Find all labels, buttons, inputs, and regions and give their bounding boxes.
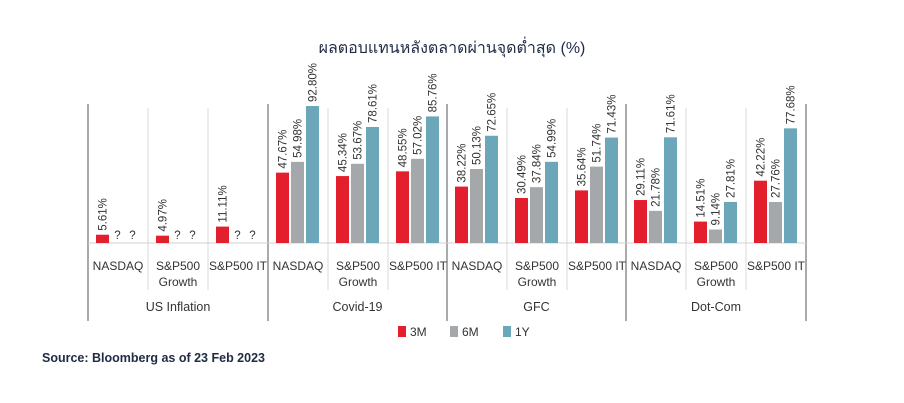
bar-6m [291,161,304,243]
missing-value-label: ? [189,230,195,242]
chart-legend: 3M 6M 1Y [398,325,530,339]
bar-6m [470,169,483,243]
missing-value-label: ? [234,230,240,242]
bar-value-label: 11.11% [218,185,230,222]
missing-value-label: ? [249,230,255,242]
missing-value-label: ? [174,230,180,242]
bar-1y [605,137,618,243]
bar-value-label: 51.74% [592,124,604,163]
group-label: Dot-Com [691,300,741,314]
bar-value-label: 38.22% [457,144,469,183]
bar-value-label: 71.43% [607,95,619,134]
bar-6m [709,229,722,243]
category-label: S&P500 [336,259,380,273]
bar-6m [590,166,603,243]
bar-3m [694,221,707,243]
bar-3m [96,234,109,243]
legend-swatch-1y [503,326,511,337]
bar-1y [485,135,498,243]
bar-3m [455,186,468,243]
category-label: S&P500 IT [568,259,627,273]
legend-label-1y: 1Y [515,325,530,339]
category-label: Growth [159,275,198,289]
bar-value-label: 29.11% [636,158,648,196]
bar-value-label: 50.13% [472,126,484,165]
bar-1y [306,106,319,244]
group-label: Covid-19 [332,300,382,314]
category-label: NASDAQ [631,259,682,273]
bar-3m [156,235,169,243]
group-label: GFC [523,300,549,314]
bar-3m [396,171,409,243]
bar-6m [411,158,424,243]
bar-1y [545,161,558,243]
category-label: Growth [518,275,557,289]
bar-3m [336,176,349,243]
bar-value-label: 53.67% [353,121,365,160]
bar-value-label: 47.67% [278,130,290,169]
category-label: Growth [697,275,736,289]
legend-label-6m: 6M [462,325,479,339]
bar-value-label: 45.34% [338,133,350,172]
chart-labels: 5.61%? ? NASDAQ 4.97%? ? S&P500 Growth 11.11%??… [93,63,806,314]
source-note: Source: Bloomberg as of 23 Feb 2023 [42,351,265,365]
bar-3m [276,172,289,243]
bar-value-label: 42.22% [756,138,768,177]
bar-6m [649,210,662,243]
missing-value-label: ? [129,230,135,242]
category-label: NASDAQ [452,259,503,273]
bar-value-label: 54.99% [547,119,559,158]
category-label: Growth [339,275,378,289]
category-label: S&P500 IT [209,259,268,273]
bar-3m [575,190,588,243]
bar-value-label: 27.81% [726,159,738,198]
bar-value-label: 37.84% [532,144,544,183]
bar-value-label: 14.51% [696,179,708,218]
bar-3m [754,180,767,243]
chart-dividers [87,104,807,321]
missing-value-label: ? [114,230,120,242]
bar-value-label: 5.61% [98,198,110,231]
group-label: US Inflation [146,300,211,314]
category-label: S&P500 IT [389,259,448,273]
category-label: S&P500 [694,259,738,273]
category-label: NASDAQ [273,259,324,273]
bar-1y [724,201,737,243]
category-label: S&P500 IT [747,259,806,273]
legend-label-3m: 3M [410,325,427,339]
bar-value-label: 85.76% [428,73,440,112]
bar-value-label: 48.55% [398,128,410,167]
bar-value-label: 71.61% [666,94,678,133]
bar-value-label: 21.78% [651,168,663,207]
bar-value-label: 77.68% [786,85,798,124]
bar-value-label: 57.02% [413,116,425,155]
bar-6m [769,202,782,243]
bar-value-label: 92.80% [308,63,320,102]
bar-3m [634,200,647,243]
bar-1y [784,128,797,243]
bar-value-label: 30.49% [517,155,529,194]
legend-swatch-6m [450,326,458,337]
chart-title: ผลตอบแทนหลังตลาดผ่านจุดต่ำสุด (%) [319,36,586,58]
bar-3m [216,226,229,243]
bar-value-label: 35.64% [577,147,589,186]
bar-value-label: 54.98% [293,119,305,158]
bar-1y [366,126,379,243]
bar-value-label: 78.61% [368,84,380,123]
legend-swatch-3m [398,326,406,337]
category-label: S&P500 [515,259,559,273]
bar-value-label: 72.65% [487,93,499,132]
chart-bars [96,106,797,244]
bar-value-label: 27.76% [771,159,783,198]
bar-3m [515,197,528,243]
bar-6m [351,163,364,243]
bar-value-label: 4.97% [158,199,170,232]
bar-1y [426,116,439,243]
bar-6m [530,187,543,243]
bar-value-label: 9.14% [711,193,723,226]
category-label: NASDAQ [93,259,144,273]
category-label: S&P500 [156,259,200,273]
bar-1y [664,137,677,243]
